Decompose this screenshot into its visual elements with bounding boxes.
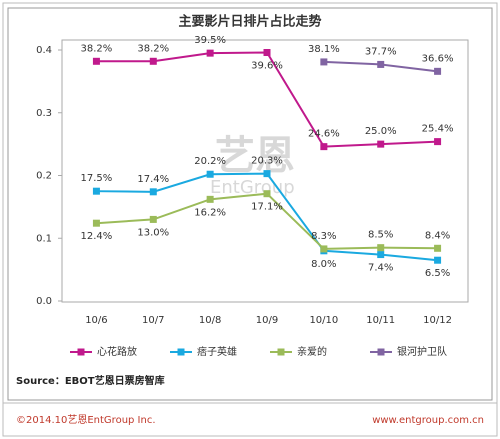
website: www.entgroup.com.cn xyxy=(372,415,484,426)
copyright: ©2014.10艺恩EntGroup Inc. xyxy=(16,414,156,426)
data-label: 17.5% xyxy=(81,173,113,184)
data-label: 37.7% xyxy=(365,46,397,57)
x-tick-label: 10/6 xyxy=(85,315,107,326)
legend-label: 痞子英雄 xyxy=(197,345,237,358)
marker xyxy=(149,188,157,196)
legend-marker xyxy=(377,348,385,356)
marker xyxy=(377,60,385,68)
marker xyxy=(149,57,157,65)
marker xyxy=(263,170,271,178)
data-label: 12.4% xyxy=(81,231,113,242)
data-label: 8.4% xyxy=(425,230,450,241)
data-label: 8.3% xyxy=(311,231,336,242)
x-tick-label: 10/12 xyxy=(423,315,452,326)
chart-title: 主要影片日排片占比走势 xyxy=(178,14,321,30)
marker xyxy=(92,57,100,65)
x-tick-label: 10/8 xyxy=(199,315,221,326)
y-tick-label: 0.4 xyxy=(36,45,52,56)
x-tick-label: 10/9 xyxy=(256,315,278,326)
marker xyxy=(320,143,328,151)
data-label: 7.4% xyxy=(368,263,393,274)
chart-frame xyxy=(7,7,493,401)
plot-area xyxy=(61,39,469,303)
marker xyxy=(206,195,214,203)
marker xyxy=(206,49,214,57)
y-tick-label: 0.3 xyxy=(36,108,52,119)
data-label: 38.2% xyxy=(81,43,113,54)
x-tick-label: 10/10 xyxy=(309,315,338,326)
data-label: 6.5% xyxy=(425,268,450,279)
data-label: 39.6% xyxy=(251,61,283,72)
marker xyxy=(434,244,442,252)
watermark: 艺恩 xyxy=(215,133,295,179)
legend-marker xyxy=(277,348,285,356)
marker xyxy=(92,219,100,227)
marker xyxy=(320,58,328,66)
data-label: 8.5% xyxy=(368,230,393,241)
y-tick-label: 0.1 xyxy=(36,233,52,244)
data-label: 25.4% xyxy=(422,124,454,135)
marker xyxy=(92,187,100,195)
legend-label: 银河护卫队 xyxy=(397,345,447,358)
marker xyxy=(377,251,385,259)
marker xyxy=(434,138,442,146)
data-label: 13.0% xyxy=(137,227,169,238)
x-tick-label: 10/11 xyxy=(366,315,395,326)
marker xyxy=(263,49,271,57)
data-label: 20.3% xyxy=(251,156,283,167)
y-tick-label: 0.2 xyxy=(36,171,52,182)
data-label: 36.6% xyxy=(422,53,454,64)
source: Source：EBOT艺恩日票房智库 xyxy=(16,374,165,387)
marker xyxy=(149,215,157,223)
data-label: 25.0% xyxy=(365,126,397,137)
data-label: 20.2% xyxy=(194,156,226,167)
marker xyxy=(377,140,385,148)
data-label: 16.2% xyxy=(194,207,226,218)
marker xyxy=(263,190,271,198)
legend-marker xyxy=(177,348,185,356)
data-label: 17.4% xyxy=(137,174,169,185)
x-tick-label: 10/7 xyxy=(142,315,164,326)
data-label: 17.1% xyxy=(251,202,283,213)
marker xyxy=(434,256,442,264)
y-tick-label: 0.0 xyxy=(36,296,52,307)
marker xyxy=(434,67,442,75)
marker xyxy=(206,170,214,178)
data-label: 38.1% xyxy=(308,44,340,55)
data-label: 8.0% xyxy=(311,259,336,270)
legend-label: 亲爱的 xyxy=(297,345,327,358)
marker xyxy=(377,244,385,252)
legend-label: 心花路放 xyxy=(97,345,137,358)
data-label: 39.5% xyxy=(194,35,226,46)
data-label: 38.2% xyxy=(137,43,169,54)
data-label: 24.6% xyxy=(308,129,340,140)
legend-marker xyxy=(77,348,85,356)
marker xyxy=(320,245,328,253)
